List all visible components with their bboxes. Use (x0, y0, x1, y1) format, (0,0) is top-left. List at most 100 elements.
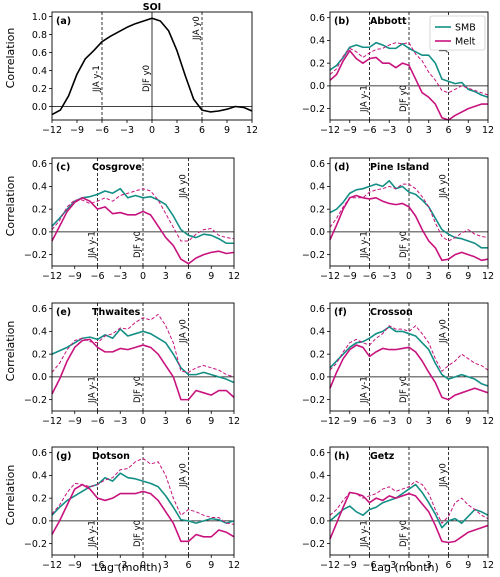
x-tick-label: −3 (113, 271, 127, 282)
x-tick-label: 6 (445, 560, 451, 571)
y-axis-label: Correlation (4, 465, 17, 526)
y-axis-label: Correlation (4, 176, 17, 237)
y-tick-label: 0.4 (32, 182, 47, 193)
panel-h: JJA y-1 DJF y0 JJA y0 −0.2 0.0 0.2 0.4 0.6 −12 −9… (302, 446, 494, 571)
x-tick-label: 12 (228, 560, 240, 571)
x-tick-label: −6 (90, 271, 104, 282)
x-tick-label: 6 (445, 125, 451, 136)
x-tick-label: 3 (163, 271, 169, 282)
reference-line-label: DJF y0 (133, 231, 143, 258)
panel-e: JJA y-1 DJF y0 JJA y0 −0.2 0.0 0.2 0.4 0.6 −12 −9… (24, 302, 240, 427)
series-line (51, 457, 235, 525)
x-tick-label: 0 (406, 125, 412, 136)
y-tick-label: 0.2 (310, 349, 325, 360)
y-tick-label: 0.2 (310, 493, 325, 504)
series-line (329, 42, 489, 96)
x-tick-label: 3 (163, 560, 169, 571)
y-tick-label: 0.0 (32, 102, 47, 113)
y-tick-label: 0.6 (32, 304, 47, 315)
panel-letter: (d) (334, 162, 349, 173)
y-tick-label: 0.0 (32, 372, 47, 383)
x-tick-label: −3 (382, 416, 396, 427)
y-tick-label: 1.0 (32, 12, 47, 23)
series-line (329, 483, 489, 529)
y-tick-label: 0.4 (310, 182, 325, 193)
panel-title: Dotson (92, 451, 130, 462)
y-tick-label: 0.8 (32, 30, 47, 41)
x-tick-label: −3 (382, 560, 396, 571)
x-tick-label: 9 (208, 271, 214, 282)
x-tick-label: −3 (113, 560, 127, 571)
x-tick-label: 9 (208, 416, 214, 427)
panel-g: JJA y-1 DJF y0 JJA y0 −0.2 0.0 0.2 0.4 0.6 −12 −9… (24, 446, 240, 571)
panel-letter: (h) (334, 451, 349, 462)
x-axis-label: Lag (month) (371, 561, 439, 574)
reference-line-label: JJA y-1 (88, 520, 98, 548)
reference-line-label: DJF y0 (399, 376, 409, 403)
x-tick-label: 6 (185, 271, 191, 282)
y-tick-label: 0.6 (32, 448, 47, 459)
x-tick-label: 0 (140, 416, 146, 427)
x-tick-label: 6 (199, 125, 205, 136)
y-tick-label: 0.6 (32, 159, 47, 170)
x-tick-label: −6 (90, 560, 104, 571)
x-tick-label: −12 (320, 125, 340, 136)
x-tick-label: −9 (68, 416, 82, 427)
legend-label: Melt (455, 37, 476, 48)
x-tick-label: 9 (465, 416, 471, 427)
y-tick-label: 0.0 (310, 372, 325, 383)
y-tick-label: 0.2 (32, 493, 47, 504)
reference-line-label: JJA y0 (179, 463, 189, 488)
reference-line-label: DJF y0 (133, 376, 143, 403)
x-tick-label: 12 (482, 560, 494, 571)
y-tick-label: 0.0 (32, 516, 47, 527)
series-line (329, 344, 489, 401)
x-tick-label: 12 (482, 125, 494, 136)
x-tick-label: −6 (362, 416, 376, 427)
x-tick-label: 9 (224, 125, 230, 136)
reference-line-label: JJA y-1 (88, 231, 98, 259)
y-tick-label: 0.0 (310, 81, 325, 92)
panel-f: JJA y-1 DJF y0 JJA y0 −0.2 0.0 0.2 0.4 0.6 −12 −9… (302, 302, 494, 427)
x-tick-label: −9 (343, 271, 357, 282)
legend-label: SMB (455, 23, 476, 34)
reference-line-label: JJA y0 (192, 16, 202, 41)
x-tick-label: 9 (465, 125, 471, 136)
y-tick-label: 0.4 (32, 327, 47, 338)
x-tick-label: −6 (362, 271, 376, 282)
y-tick-label: −0.2 (302, 250, 325, 261)
x-tick-label: −12 (42, 271, 62, 282)
x-tick-label: −12 (320, 560, 340, 571)
x-tick-label: 0 (140, 560, 146, 571)
x-tick-label: 6 (445, 271, 451, 282)
x-tick-label: 3 (426, 125, 432, 136)
x-tick-label: −3 (120, 125, 134, 136)
reference-line-label: JJA y0 (439, 174, 449, 199)
y-tick-label: −0.2 (24, 395, 47, 406)
x-tick-label: 3 (426, 271, 432, 282)
panel-letter: (f) (334, 307, 347, 318)
series-line (51, 196, 235, 265)
panel-d: JJA y-1 DJF y0 JJA y0 −0.2 0.0 0.2 0.4 0.6 −12 −9… (302, 157, 494, 282)
reference-line-label: JJA y-1 (360, 85, 370, 113)
reference-line-label: JJA y0 (439, 319, 449, 344)
x-tick-label: 0 (406, 271, 412, 282)
y-tick-label: 0.2 (310, 204, 325, 215)
x-tick-label: −6 (362, 560, 376, 571)
x-tick-label: −9 (68, 560, 82, 571)
y-tick-label: −0.2 (24, 250, 47, 261)
y-tick-label: 0.4 (310, 471, 325, 482)
series-line (329, 49, 488, 121)
panels: JJA y-1 DJF y0 JJA y0 0.0 0.2 0.4 0.6 0.8 1.0 −12… (24, 2, 494, 571)
x-tick-label: −9 (343, 560, 357, 571)
reference-line-label: JJA y-1 (88, 376, 98, 404)
x-tick-label: −6 (362, 125, 376, 136)
x-tick-label: −9 (68, 271, 82, 282)
x-tick-label: 6 (445, 416, 451, 427)
reference-line-label: JJA y-1 (360, 231, 370, 259)
y-tick-label: 0.4 (310, 36, 325, 47)
x-tick-label: 12 (228, 416, 240, 427)
x-tick-label: −6 (95, 125, 109, 136)
